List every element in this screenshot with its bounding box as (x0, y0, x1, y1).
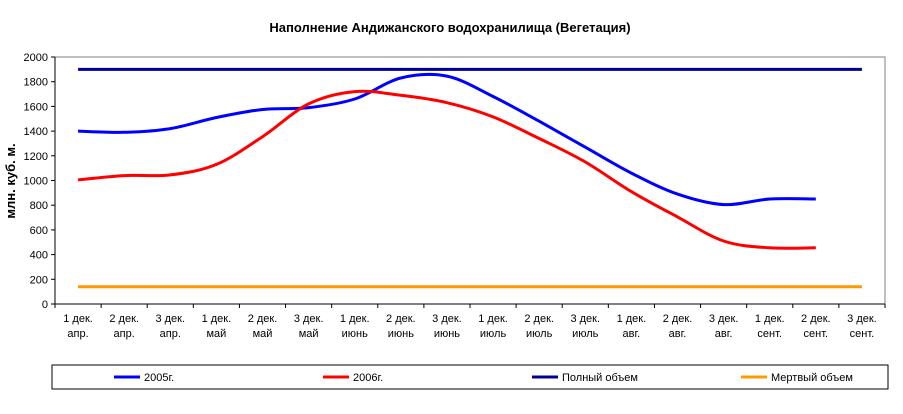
y-tick-label: 2000 (24, 52, 48, 64)
x-tick-label: 1 дек. июнь (340, 313, 370, 340)
x-tick-label-line: 2 дек. (109, 313, 139, 325)
x-tick-label-line: авг. (623, 328, 641, 340)
legend-label: Полный объем (562, 372, 638, 384)
x-tick-label-line: 3 дек. (709, 313, 739, 325)
x-tick-label-line: 1 дек. (340, 313, 370, 325)
x-tick-label-line: июнь (342, 328, 368, 340)
x-tick-label-line: сент. (757, 328, 782, 340)
x-tick-label-line: июль (526, 328, 553, 340)
plot-area: 0 200 400 600 800 1000 1200 1400 1600 1800 2000 1 д… (24, 52, 885, 340)
x-tick-label-line: май (299, 328, 319, 340)
x-tick-label-line: апр. (114, 328, 135, 340)
x-tick-label-line: июнь (434, 328, 460, 340)
x-tick-label-line: 3 дек. (432, 313, 462, 325)
x-tick-label-line: 1 дек. (617, 313, 647, 325)
x-tick-label-line: май (253, 328, 273, 340)
y-tick-label: 1800 (24, 77, 48, 89)
x-tick-label-line: 3 дек. (155, 313, 185, 325)
x-tick-label-line: 3 дек. (294, 313, 324, 325)
y-tick-label: 600 (30, 225, 48, 237)
y-tick-label: 1000 (24, 176, 48, 188)
x-tick-label-line: июль (572, 328, 599, 340)
x-tick-label: 3 дек. сент. (847, 313, 877, 340)
x-tick-label: 3 дек. июль (570, 313, 600, 340)
x-tick-label: 1 дек. апр. (63, 313, 93, 340)
chart-title: Наполнение Андижанского водохранилища (В… (269, 20, 630, 35)
x-tick-label-line: 3 дек. (570, 313, 600, 325)
x-tick-label-line: 2 дек. (663, 313, 693, 325)
x-tick-label: 1 дек. сент. (755, 313, 785, 340)
y-tick-label: 400 (30, 250, 48, 262)
y-tick-label: 1400 (24, 126, 48, 138)
x-tick-label: 2 дек. май (248, 313, 278, 340)
x-tick-label-line: апр. (67, 328, 88, 340)
x-tick-label-line: сент. (804, 328, 829, 340)
x-tick-label: 3 дек. май (294, 313, 324, 340)
plot-frame (55, 57, 885, 304)
x-tick-label-line: 2 дек. (248, 313, 278, 325)
x-tick-label: 3 дек. июнь (432, 313, 462, 340)
legend-label: Мертвый объем (771, 372, 853, 384)
legend-label: 2006г. (353, 372, 383, 384)
x-tick-label-line: 2 дек. (801, 313, 831, 325)
legend-label: 2005г. (144, 372, 174, 384)
y-tick-label: 200 (30, 274, 48, 286)
x-tick-label: 1 дек. май (202, 313, 232, 340)
x-tick-label-line: 1 дек. (755, 313, 785, 325)
x-tick-label: 3 дек. авг. (709, 313, 739, 340)
y-tick-label: 1200 (24, 151, 48, 163)
x-tick-label-line: 1 дек. (478, 313, 508, 325)
x-tick-label: 2 дек. апр. (109, 313, 139, 340)
y-tick-label: 800 (30, 200, 48, 212)
x-tick-label: 2 дек. авг. (663, 313, 693, 340)
y-tick-label: 1600 (24, 101, 48, 113)
x-tick-label: 3 дек. апр. (155, 313, 185, 340)
x-tick-label-line: сент. (850, 328, 875, 340)
x-tick-label: 2 дек. июнь (386, 313, 416, 340)
x-tick-label-line: апр. (160, 328, 181, 340)
x-tick-label-line: 2 дек. (386, 313, 416, 325)
x-tick-label-line: авг. (715, 328, 733, 340)
x-tick-label-line: июль (480, 328, 507, 340)
x-tick-label: 2 дек. июль (524, 313, 554, 340)
x-tick-label-line: 3 дек. (847, 313, 877, 325)
x-tick-label-line: июнь (388, 328, 414, 340)
x-tick-label: 1 дек. авг. (617, 313, 647, 340)
x-tick-label-line: 1 дек. (202, 313, 232, 325)
x-tick-label: 1 дек. июль (478, 313, 508, 340)
y-axis-label: млн. куб. м. (3, 143, 18, 218)
x-tick-label-line: авг. (669, 328, 687, 340)
x-tick-label: 2 дек. сент. (801, 313, 831, 340)
y-tick-label: 0 (42, 299, 48, 311)
legend: 2005г. 2006г. Полный объем Мертвый объем (52, 365, 888, 389)
x-tick-label-line: май (206, 328, 226, 340)
x-tick-label-line: 2 дек. (524, 313, 554, 325)
x-tick-label-line: 1 дек. (63, 313, 93, 325)
